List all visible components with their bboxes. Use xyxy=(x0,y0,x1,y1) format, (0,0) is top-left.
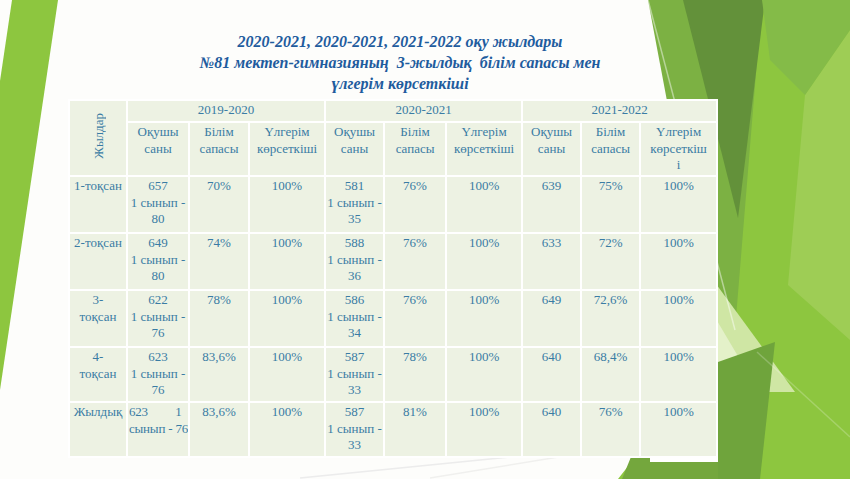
table-cell: 70% xyxy=(190,177,248,232)
table-row: 2-тоқсан 649 1 сынып - 80 74% 100% 588 1… xyxy=(70,234,716,289)
col-header: Оқушы саны xyxy=(128,123,188,175)
year-group-2021-2022: 2021-2022 xyxy=(523,101,716,121)
table-cell: 100% xyxy=(641,234,716,289)
table-cell: 623 1 сынып - 76 xyxy=(128,348,188,401)
table-cell: 76% xyxy=(385,291,445,346)
table-row: 4- тоқсан 623 1 сынып - 76 83,6% 100% 58… xyxy=(70,348,716,401)
col-header: Үлгерім көрсеткіші xyxy=(250,123,324,175)
col-header: Үлгерім көрсеткіші xyxy=(447,123,521,175)
corner-header: Жылдар xyxy=(70,101,126,175)
table-cell: 100% xyxy=(641,291,716,346)
table-cell: 100% xyxy=(641,177,716,232)
table-cell: 100% xyxy=(447,177,521,232)
col-header: Үлгерім көрсеткіш і xyxy=(641,123,716,175)
table-cell: 100% xyxy=(250,348,324,401)
table-cell: 100% xyxy=(250,403,324,456)
table-cell: 100% xyxy=(641,403,716,456)
table-cell: 83,6% xyxy=(190,348,248,401)
table-row: 1-тоқсан 657 1 сынып - 80 70% 100% 581 1… xyxy=(70,177,716,232)
row-label: 1-тоқсан xyxy=(70,177,126,232)
table-cell: 649 1 сынып - 80 xyxy=(128,234,188,289)
table-cell: 100% xyxy=(447,234,521,289)
table-cell: 68,4% xyxy=(582,348,639,401)
table-cell: 633 xyxy=(523,234,580,289)
table-cell: 100% xyxy=(447,348,521,401)
table-cell: 100% xyxy=(447,291,521,346)
table-cell: 100% xyxy=(250,291,324,346)
table-cell: 72,6% xyxy=(582,291,639,346)
table-cell: 657 1 сынып - 80 xyxy=(128,177,188,232)
table-cell: 649 xyxy=(523,291,580,346)
table-cell: 78% xyxy=(385,348,445,401)
table-cell: 100% xyxy=(641,348,716,401)
table-row: 3- тоқсан 622 1 сынып - 76 78% 100% 586 … xyxy=(70,291,716,346)
table-cell: 100% xyxy=(447,403,521,456)
title-line-3: үлгерім көрсеткіші xyxy=(70,73,730,94)
table-cell: 72% xyxy=(582,234,639,289)
year-group-2019-2020: 2019-2020 xyxy=(128,101,324,121)
col-header: Оқушы саны xyxy=(326,123,383,175)
col-header: Білім сапасы xyxy=(582,123,639,175)
results-table-wrap: Жылдар 2019-2020 2020-2021 2021-2022 Оқу… xyxy=(68,99,718,458)
row-label: Жылдық xyxy=(70,403,126,456)
row-label: 2-тоқсан xyxy=(70,234,126,289)
table-cell: 623 1 сынып - 76 xyxy=(128,403,188,456)
slide-title: 2020-2021, 2020-2021, 2021-2022 оқу жылд… xyxy=(70,31,730,94)
table-cell: 76% xyxy=(385,177,445,232)
year-group-2020-2021: 2020-2021 xyxy=(326,101,521,121)
table-cell: 586 1 сынып - 34 xyxy=(326,291,383,346)
left-ribbon xyxy=(0,0,58,390)
table-cell: 640 xyxy=(523,403,580,456)
table-cell: 587 1 сынып - 33 xyxy=(326,403,383,456)
table-cell: 81% xyxy=(385,403,445,456)
col-header: Білім сапасы xyxy=(385,123,445,175)
table-cell: 640 xyxy=(523,348,580,401)
title-line-1: 2020-2021, 2020-2021, 2021-2022 оқу жылд… xyxy=(70,31,730,52)
table-cell: 100% xyxy=(250,234,324,289)
table-cell: 588 1 сынып - 36 xyxy=(326,234,383,289)
table-cell: 74% xyxy=(190,234,248,289)
table-cell: 639 xyxy=(523,177,580,232)
table-cell: 75% xyxy=(582,177,639,232)
table-cell: 76% xyxy=(385,234,445,289)
table-cell: 587 1 сынып - 33 xyxy=(326,348,383,401)
table-cell: 76% xyxy=(582,403,639,456)
row-label: 4- тоқсан xyxy=(70,348,126,401)
col-header: Білім сапасы xyxy=(190,123,248,175)
table-cell: 581 1 сынып - 35 xyxy=(326,177,383,232)
results-table: Жылдар 2019-2020 2020-2021 2021-2022 Оқу… xyxy=(68,99,718,458)
slide: 2020-2021, 2020-2021, 2021-2022 оқу жылд… xyxy=(0,0,850,479)
col-header: Оқушы саны xyxy=(523,123,580,175)
table-cell: 100% xyxy=(250,177,324,232)
table-cell: 83,6% xyxy=(190,403,248,456)
table-cell: 78% xyxy=(190,291,248,346)
table-cell: 622 1 сынып - 76 xyxy=(128,291,188,346)
corner-header-label: Жылдар xyxy=(92,113,105,159)
row-label: 3- тоқсан xyxy=(70,291,126,346)
title-line-2: №81 мектеп-гимназияның 3-жылдық білім са… xyxy=(70,52,730,73)
table-row: Жылдық 623 1 сынып - 76 83,6% 100% 587 1… xyxy=(70,403,716,456)
